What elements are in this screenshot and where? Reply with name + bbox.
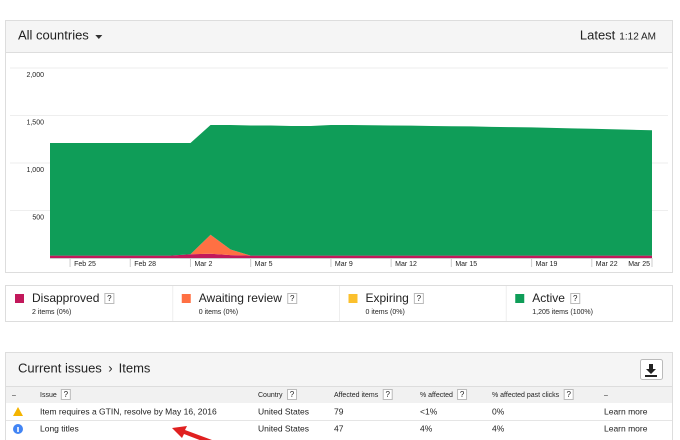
column-header: Issue [40,392,57,399]
table-cell: <1% [420,406,438,416]
help-icon-glyph: ? [460,390,465,399]
table-cell: 0% [492,406,505,416]
help-icon [104,293,115,304]
help-icon-glyph: ? [107,294,112,303]
issues-header [5,352,673,387]
info-icon-bar [17,427,19,432]
help-icon-glyph: ? [290,294,295,303]
breadcrumb: Current issues › Items [18,360,151,375]
help-icon [287,389,298,400]
table-cell: Long titles [40,423,79,433]
help-icon-glyph: ? [64,390,69,399]
help-icon-glyph: ? [385,390,390,399]
help-icon [457,389,468,400]
legend-name[interactable]: Active [532,291,565,305]
help-icon [570,293,581,304]
breadcrumb-separator: › [108,360,112,375]
x-tick-label: Feb 25 [74,261,96,268]
legend-swatch [348,294,358,303]
x-tick-label: Mar 9 [335,261,353,268]
legend-summary: 0 items (0%) [199,309,238,316]
help-icon-glyph: ? [566,390,571,399]
y-tick-label: 500 [32,214,44,221]
table-cell: Item requires a GTIN, resolve by May 16,… [40,406,217,416]
help-icon [60,389,71,400]
y-tick-label: 2,000 [26,72,44,79]
dropdown-caret[interactable] [95,35,103,39]
help-icon-glyph: ? [290,390,295,399]
column-header: Affected items [334,392,379,399]
download-button[interactable] [640,359,663,380]
table-header-row [6,387,672,403]
area-0 [50,253,652,258]
breadcrumb-link[interactable]: Current issues [18,360,102,375]
y-tick-label: 1,000 [26,167,44,174]
y-tick-label: 1,500 [26,119,44,126]
help-icon [563,389,574,400]
help-icon-glyph: ? [417,294,422,303]
legend-name[interactable]: Disapproved [32,291,99,305]
legend-summary: 0 items (0%) [366,309,405,316]
x-tick-label: Mar 12 [395,261,417,268]
chart-header [5,20,673,53]
download-icon[interactable] [645,364,657,377]
legend-swatch [515,294,525,303]
area-1 [50,234,652,256]
help-icon [413,293,424,304]
warning-icon [13,407,23,416]
table-cell: 4% [420,423,433,433]
column-header: % affected [420,392,453,399]
table-cell[interactable]: Learn more [604,423,648,433]
legend-summary: 1,205 items (100%) [532,309,593,316]
latest-label: Latest [580,27,616,42]
help-icon [382,389,393,400]
legend-summary: 2 items (0%) [32,309,71,316]
help-icon [287,293,298,304]
table-cell: United States [258,423,309,433]
x-tick-label: Mar 25 [628,261,650,268]
column-header: – [604,392,608,399]
area-3 [50,125,652,256]
x-tick-label: Mar 2 [194,261,212,268]
column-header: – [12,392,16,399]
column-header: % affected past clicks [492,392,560,399]
x-tick-label: Mar 19 [536,261,558,268]
legend-name[interactable]: Expiring [366,291,409,305]
table-cell: 4% [492,423,505,433]
column-header: Country [258,392,283,399]
legend-swatch [181,294,191,303]
table-cell[interactable]: 47 [334,423,344,433]
legend-name[interactable]: Awaiting review [199,291,282,305]
breadcrumb-current: Items [119,360,151,375]
legend-swatch [15,294,24,303]
table-cell: United States [258,406,309,416]
x-tick-label: Mar 22 [596,261,618,268]
x-tick-label: Mar 15 [455,261,477,268]
table-cell[interactable]: Learn more [604,406,648,416]
country-filter[interactable]: All countries [18,27,89,42]
x-tick-label: Feb 28 [134,261,156,268]
help-icon-glyph: ? [573,294,578,303]
red-arrow [172,426,212,440]
x-tick-label: Mar 5 [255,261,273,268]
table-cell[interactable]: 79 [334,406,344,416]
latest-time: 1:12 AM [619,32,656,43]
